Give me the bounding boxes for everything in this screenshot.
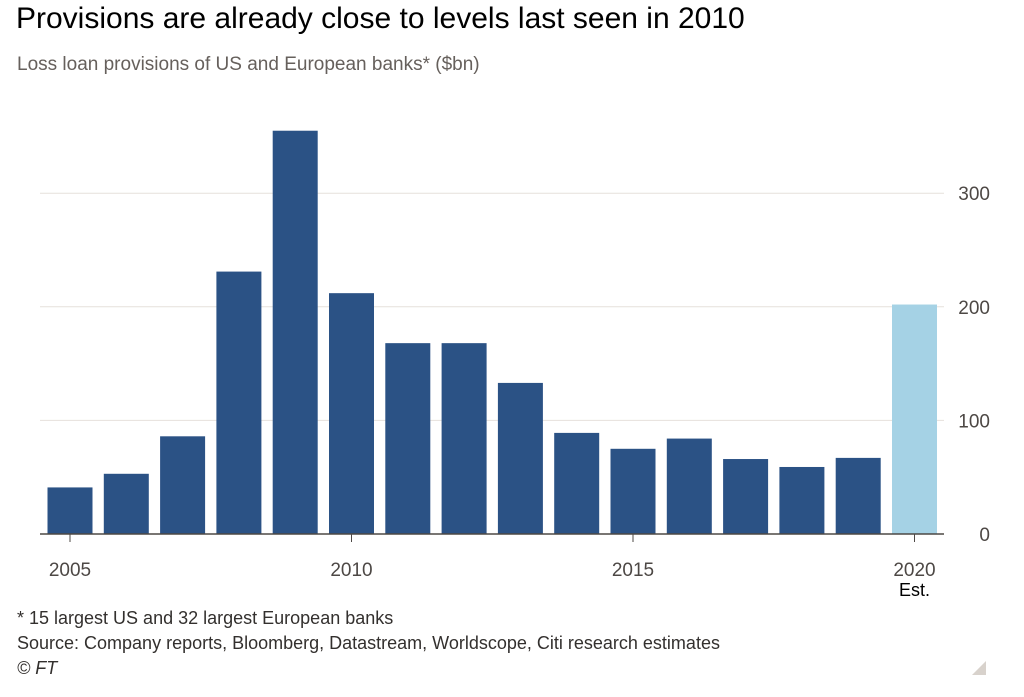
- y-tick-label-200: 200: [958, 298, 990, 319]
- chart-title: Provisions are already close to levels l…: [16, 2, 745, 35]
- bar-2018: [779, 466, 825, 534]
- bar-2017: [723, 459, 769, 534]
- bar-2009: [272, 130, 318, 534]
- bar-2006: [103, 473, 149, 534]
- bar-2016: [666, 438, 712, 534]
- bar-2007: [160, 436, 206, 534]
- bar-2014: [554, 432, 600, 534]
- bar-2005: [47, 487, 93, 534]
- bar-2020: [892, 304, 937, 534]
- x-tick-label-2005: 2005: [49, 560, 91, 581]
- x-tick-label-2010: 2010: [330, 560, 372, 581]
- bar-2011: [385, 343, 431, 534]
- x-tick-label-2015: 2015: [612, 560, 654, 581]
- y-tick-label-300: 300: [958, 184, 990, 205]
- x-tick-label-2020: 2020: [893, 560, 935, 581]
- bar-2019: [835, 457, 881, 534]
- source-note: Source: Company reports, Bloomberg, Data…: [17, 633, 720, 653]
- resize-corner-icon: [972, 661, 986, 675]
- footnote-banks: * 15 largest US and 32 largest European …: [17, 608, 394, 628]
- bar-2012: [441, 343, 487, 534]
- bar-2013: [497, 382, 543, 534]
- bar-2015: [610, 448, 656, 534]
- bar-2008: [216, 271, 262, 534]
- ft-credit: © FT: [17, 658, 58, 678]
- x-tick-sublabel-est: Est.: [899, 580, 930, 600]
- y-tick-label-100: 100: [958, 411, 990, 432]
- chart-subtitle: Loss loan provisions of US and European …: [17, 54, 480, 75]
- bar-2010: [329, 293, 374, 534]
- y-tick-label-0: 0: [979, 525, 990, 546]
